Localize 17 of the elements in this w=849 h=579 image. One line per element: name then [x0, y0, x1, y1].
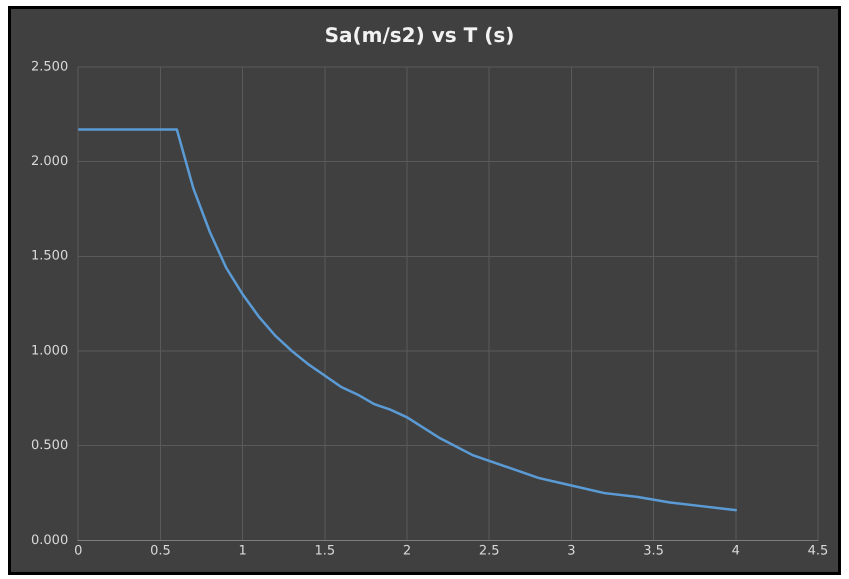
x-tick-label: 0.5: [150, 544, 171, 559]
chart-title: Sa(m/s2) vs T (s): [324, 23, 514, 48]
y-tick-label: 2.000: [31, 154, 68, 170]
y-tick-label: 1.500: [31, 248, 68, 264]
x-tick-label: 3: [567, 544, 576, 559]
x-tick-label: 4.5: [808, 544, 828, 559]
y-tick-label: 2.500: [31, 59, 68, 74]
y-tick-label: 1.000: [31, 343, 68, 358]
x-tick-label: 3.5: [643, 544, 664, 559]
x-tick-label: 0: [74, 544, 82, 559]
x-tick-label: 4: [732, 544, 740, 559]
y-tick-label: 0.000: [31, 532, 68, 548]
x-tick-label: 2: [402, 544, 412, 559]
x-tick-label: 1.5: [314, 544, 336, 559]
x-tick-label: 1: [238, 544, 247, 559]
x-tick-label: 2.5: [478, 544, 500, 559]
y-tick-label: 0.500: [31, 438, 68, 454]
